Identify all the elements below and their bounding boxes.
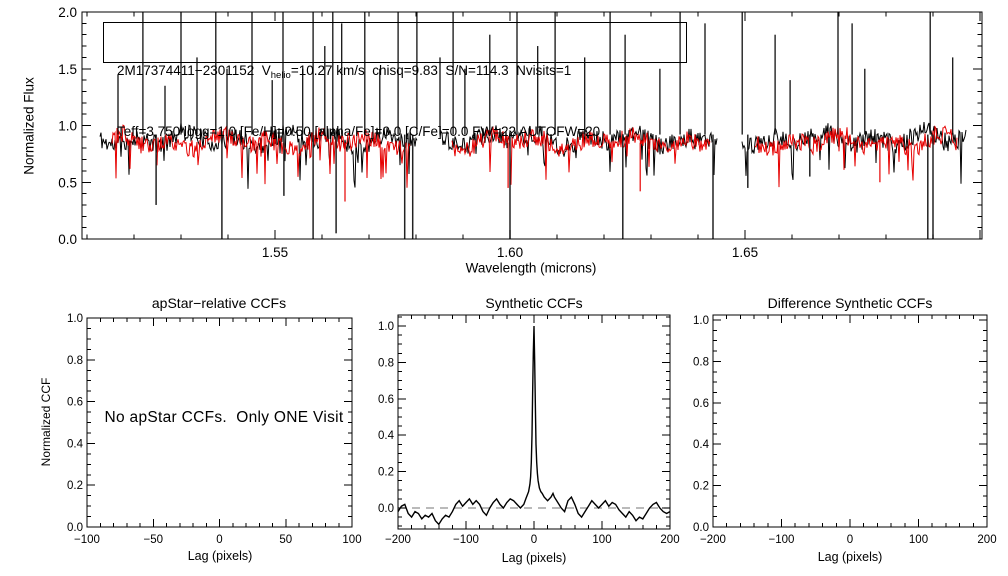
panel-title-difference-synthetic-ccfs: Difference Synthetic CCFs (767, 295, 933, 311)
ccf-y-tick-label: 0.4 (693, 439, 710, 451)
ccf-y-tick-label: 0.0 (67, 522, 83, 534)
spectrum-y-tick-label: 1.0 (58, 119, 77, 134)
ccf-y-tick-label: 0.0 (693, 522, 709, 534)
spectrum-y-tick-label: 2.0 (58, 5, 77, 20)
panel-title-apstar-ccfs: apStar−relative CCFs (151, 295, 287, 311)
ccf-x-tick-label: −200 (700, 534, 726, 546)
ccf-x-tick-label: 50 (279, 534, 292, 546)
ccf-y-tick-label: 1.0 (378, 321, 394, 333)
synthetic-spectrum-line (451, 125, 711, 185)
ccf-x-tick-label: 200 (660, 534, 679, 546)
synthetic-ccf-curve (397, 325, 671, 526)
ccf-y-tick-label: 0.8 (378, 357, 394, 369)
ccf-y-tick-label: 0.0 (378, 503, 394, 515)
ccf-x-tick-label: −100 (769, 534, 795, 546)
ccf-x-tick-label: 100 (909, 534, 928, 546)
ccf-y-axis-label: Normalized CCF (39, 377, 53, 467)
spectrum-x-tick-label: 1.60 (497, 245, 523, 260)
annotation-line-2: Teff=3,750 logg=1.0 [Fe/H]=0.50 [alpha/F… (117, 123, 601, 139)
spectrum-y-tick-label: 0.0 (58, 232, 77, 247)
annotation-line-1: 2M17374411−2301152 Vhelio=10.27 km/s chi… (117, 63, 572, 81)
synthetic-spectrum-line (754, 125, 958, 188)
ccf-y-tick-label: 1.0 (67, 313, 83, 325)
spectrum-y-axis-label: Normalized Flux (21, 77, 37, 175)
observed-spectrum-line (741, 122, 967, 184)
synthetic-spectrum-line (111, 124, 411, 188)
ccf-y-tick-label: 0.4 (378, 430, 395, 442)
spectrum-y-tick-label: 0.5 (58, 175, 77, 190)
ccf-y-tick-label: 0.8 (693, 356, 709, 368)
ccf-y-tick-label: 0.2 (378, 467, 394, 479)
ccf-x-tick-label: −100 (453, 534, 479, 546)
spectrum-x-tick-label: 1.55 (262, 245, 288, 260)
no-apstar-ccfs-message: No apStar CCFs. Only ONE Visit (104, 409, 344, 426)
ccf-x-tick-label: −200 (385, 534, 411, 546)
ccf-y-tick-label: 0.8 (67, 355, 83, 367)
ccf-y-tick-label: 1.0 (693, 315, 709, 327)
ccf-x-tick-label: 100 (342, 534, 361, 546)
ccf-x-tick-label: 0 (531, 534, 537, 546)
ccf-x-tick-label: −50 (143, 534, 163, 546)
vhelio-subscript: helio (270, 70, 291, 81)
observed-spectrum-line (439, 125, 718, 176)
ccf-y-tick-label: 0.2 (67, 480, 83, 492)
lag-x-axis-label-3: Lag (pixels) (817, 550, 883, 564)
ccf-x-tick-label: 200 (977, 534, 996, 546)
spectrum-y-tick-label: 1.5 (58, 62, 77, 77)
spectrum-x-axis-label: Wavelength (microns) (465, 260, 597, 276)
spectrum-x-tick-label: 1.65 (732, 245, 758, 260)
ccf-y-tick-label: 0.2 (693, 481, 709, 493)
fit-parameters-annotation-box: 2M17374411−2301152 Vhelio=10.27 km/s chi… (103, 22, 687, 139)
ccf-x-tick-label: −100 (74, 534, 100, 546)
lag-x-axis-label-1: Lag (pixels) (187, 549, 253, 563)
ccf-y-tick-label: 0.6 (67, 397, 83, 409)
ccf-x-tick-label: 0 (847, 534, 853, 546)
ccf-y-tick-label: 0.6 (693, 398, 709, 410)
ccf-y-tick-label: 0.6 (378, 394, 394, 406)
panel-title-synthetic-ccfs: Synthetic CCFs (485, 295, 583, 311)
ccf-axes-box (712, 314, 988, 528)
ccf-y-tick-label: 0.4 (67, 438, 84, 450)
lag-x-axis-label-2: Lag (pixels) (501, 551, 567, 565)
ccf-x-tick-label: 0 (216, 534, 222, 546)
ccf-x-tick-label: 100 (592, 534, 611, 546)
